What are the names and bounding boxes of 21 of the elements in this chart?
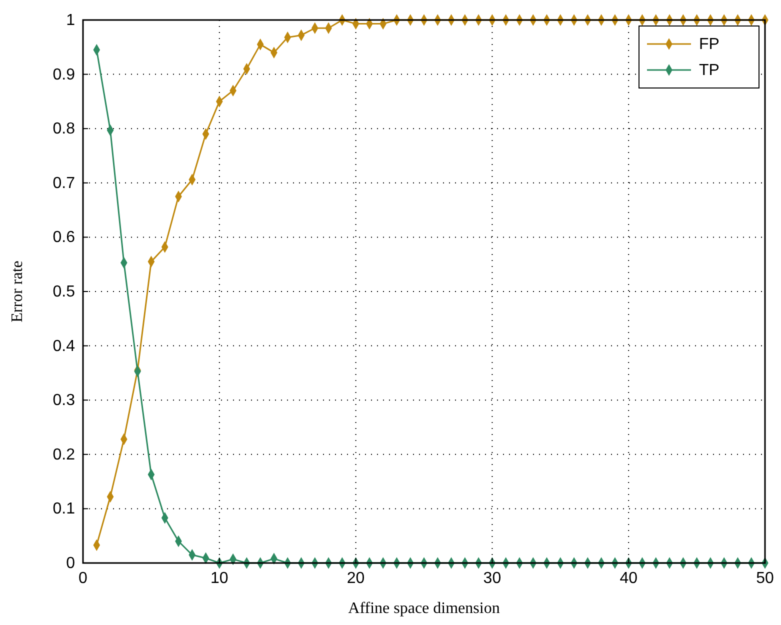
legend-label: TP [699,62,720,79]
y-tick-label: 0.8 [52,120,76,138]
x-tick-label: 20 [346,570,365,587]
x-tick-label: 40 [620,570,638,587]
y-tick-label: 1 [66,12,76,29]
y-tick-label: 0 [66,555,76,572]
y-tick-label: 0.3 [52,392,76,410]
y-tick-label: 0.5 [52,284,76,300]
x-tick-label: 0 [78,570,88,587]
x-tick-label: 10 [210,570,228,587]
y-tick-label: 0.6 [52,229,76,246]
y-tick-label: 0.7 [52,174,76,192]
y-tick-label: 0.9 [52,66,76,84]
x-axis-title: Affine space dimension [348,600,500,617]
y-tick-label: 0.4 [52,338,76,355]
y-tick-label: 0.2 [52,446,76,464]
y-axis-title: Error rate [9,260,26,322]
legend-label: FP [699,36,720,53]
y-tick-label: 0.1 [52,500,76,518]
x-tick-label: 50 [756,570,774,587]
x-tick-label: 30 [483,570,502,587]
